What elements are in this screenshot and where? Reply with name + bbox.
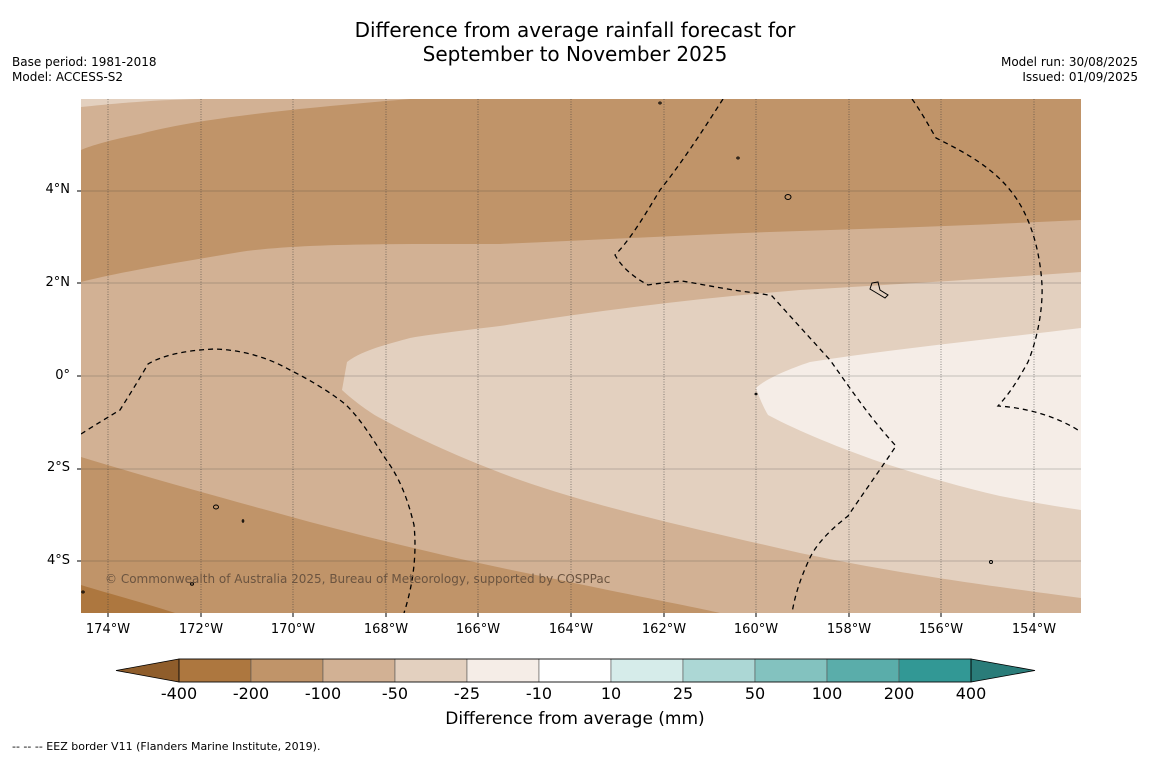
lon-label-174w: 174°W (85, 622, 131, 637)
band-dry-50-25-nw (81, 99, 200, 107)
copyright-notice: © Commonwealth of Australia 2025, Bureau… (105, 572, 611, 586)
eez-footnote: -- -- -- EEZ border V11 (Flanders Marine… (12, 740, 321, 753)
lat-label-4s: 4°S (46, 553, 70, 568)
colorbar-tick-label: -50 (381, 684, 409, 703)
island-5 (754, 392, 758, 396)
eez-borders (81, 99, 1081, 613)
colorbar-segment (682, 658, 756, 683)
colorbar-tick-label: 100 (811, 684, 843, 703)
colorbar-tick-label: 25 (672, 684, 694, 703)
colorbar-tick-label: 50 (744, 684, 766, 703)
lon-label-166w: 166°W (455, 622, 501, 637)
island-1 (658, 101, 662, 105)
meta-left: Base period: 1981-2018 Model: ACCESS-S2 (12, 55, 157, 85)
colorbar-tick-label: 200 (883, 684, 915, 703)
lon-label-158w: 158°W (826, 622, 872, 637)
colorbar-tick-label: 10 (600, 684, 622, 703)
colorbar-segment (466, 658, 540, 683)
colorbar-tick-label: -100 (304, 684, 342, 703)
issued-date: Issued: 01/09/2025 (1022, 70, 1138, 84)
colorbar-tick-label: -10 (525, 684, 553, 703)
lon-label-162w: 162°W (641, 622, 687, 637)
lon-label-168w: 168°W (363, 622, 409, 637)
band-dry-200-100-south (81, 457, 720, 613)
colorbar-tick-label: -25 (453, 684, 481, 703)
title-line-1: Difference from average rainfall forecas… (354, 18, 796, 42)
islands (81, 101, 993, 594)
lat-label-2n: 2°N (45, 275, 71, 290)
island-9 (190, 582, 194, 586)
lon-label-154w: 154°W (1011, 622, 1057, 637)
map-gridlines (81, 99, 1081, 613)
map-fill (81, 99, 1081, 613)
colorbar-segment (754, 658, 828, 683)
colorbar-segment (322, 658, 396, 683)
base-period: Base period: 1981-2018 (12, 55, 157, 69)
island-7 (241, 519, 245, 523)
meta-right: Model run: 30/08/2025 Issued: 01/09/2025 (1001, 55, 1138, 85)
band-dry-200-100-north (81, 99, 1081, 282)
colorbar (115, 658, 1036, 683)
lat-label-0: 0° (55, 368, 70, 383)
island-2 (736, 156, 740, 160)
colorbar-outline (178, 658, 972, 683)
colorbar-label: Difference from average (mm) (445, 709, 705, 729)
island-4 (869, 281, 889, 299)
band-dry-100-50-nw (81, 99, 410, 150)
lon-label-156w: 156°W (918, 622, 964, 637)
lat-label-2s: 2°S (46, 460, 70, 475)
colorbar-under-arrow (115, 658, 180, 683)
colorbar-segment (250, 658, 324, 683)
lat-label-4n: 4°N (45, 182, 71, 197)
colorbar-tick-label: -400 (160, 684, 198, 703)
colorbar-segment (826, 658, 900, 683)
model-name: Model: ACCESS-S2 (12, 70, 124, 84)
model-run: Model run: 30/08/2025 (1000, 55, 1138, 69)
colorbar-segment (538, 658, 612, 683)
band-dry-400-200-sw (81, 585, 175, 613)
island-10 (81, 590, 85, 594)
axis-ticks (77, 190, 1035, 617)
colorbar-over-arrow (970, 658, 1036, 683)
colorbar-segment (178, 658, 252, 683)
colorbar-segment (898, 658, 972, 683)
colorbar-tick-label: 400 (955, 684, 987, 703)
band-dry-25-10-east (756, 328, 1081, 510)
lon-label-170w: 170°W (270, 622, 316, 637)
lon-label-164w: 164°W (548, 622, 594, 637)
chart-title: Difference from average rainfall forecas… (0, 18, 1150, 66)
lon-label-160w: 160°W (733, 622, 779, 637)
island-8 (989, 560, 993, 564)
lon-label-172w: 172°W (178, 622, 224, 637)
colorbar-segment (610, 658, 684, 683)
island-3 (784, 194, 792, 200)
colorbar-tick-label: -200 (232, 684, 270, 703)
band-dry-100-50-se (960, 598, 1081, 613)
colorbar-segment (394, 658, 468, 683)
island-6 (213, 504, 219, 510)
title-line-2: September to November 2025 (422, 42, 728, 66)
